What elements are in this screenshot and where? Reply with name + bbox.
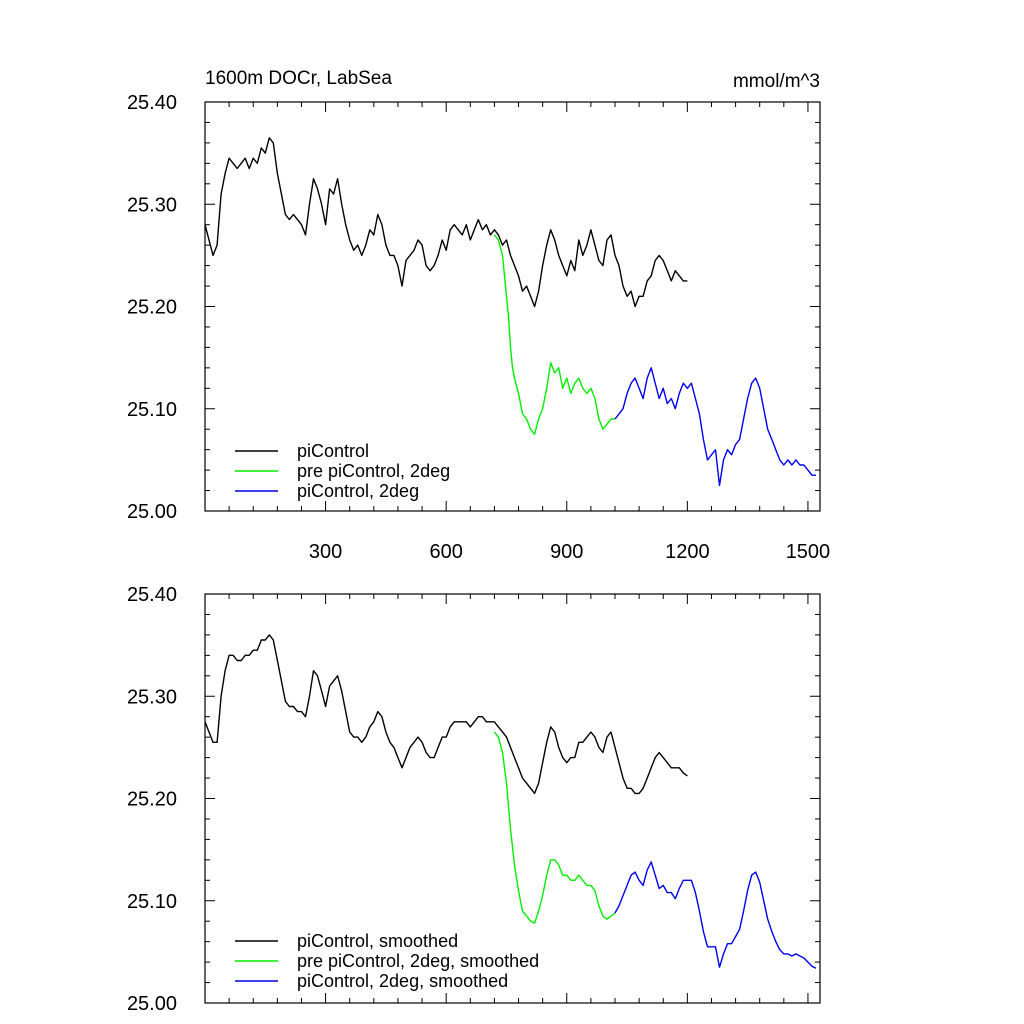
y-tick-label: 25.10 <box>127 891 177 913</box>
legend-label-picontrol-smoothed: piControl, smoothed <box>297 931 458 951</box>
plot-series-group <box>204 137 816 487</box>
x-tick-label: 1500 <box>786 541 831 563</box>
y-tick-label: 25.30 <box>127 194 177 216</box>
x-tick-label: 900 <box>550 541 583 563</box>
y-tick-label: 25.20 <box>127 789 177 811</box>
units-label: mmol/m^3 <box>733 71 820 92</box>
legend-label-picontrol-2deg-smoothed: piControl, 2deg, smoothed <box>297 971 508 991</box>
series-line-picontrol-2deg <box>614 367 816 487</box>
legend-label-pre-picontrol-2deg: pre piControl, 2deg <box>297 461 450 481</box>
axis-ticks <box>205 101 820 512</box>
x-axis-tick-labels: 300 600 900 1200 1500 <box>309 541 830 563</box>
chart-panel-bottom: 25.00 25.10 25.20 25.30 25.40 piControl, smo… <box>127 584 821 1015</box>
x-tick-label: 1200 <box>665 541 710 563</box>
y-tick-label: 25.00 <box>127 501 177 523</box>
chart-title: 1600m DOCr, LabSea <box>205 68 392 89</box>
y-tick-label: 25.40 <box>127 584 177 606</box>
y-axis-tick-labels: 25.00 25.10 25.20 25.30 25.40 <box>127 584 177 1015</box>
series-line-picontrol-2deg-smoothed <box>614 861 817 969</box>
legend-label-picontrol-2deg: piControl, 2deg <box>297 481 419 501</box>
y-tick-label: 25.30 <box>127 686 177 708</box>
y-tick-label: 25.00 <box>127 993 177 1015</box>
legend: piControl pre piControl, 2deg piControl,… <box>235 441 450 501</box>
x-tick-label: 300 <box>309 541 342 563</box>
legend-label-pre-picontrol-2deg-smoothed: pre piControl, 2deg, smoothed <box>297 951 539 971</box>
legend: piControl, smoothed pre piControl, 2deg,… <box>235 931 539 991</box>
series-line-pre-picontrol-2deg <box>493 234 615 435</box>
series-line-picontrol-smoothed <box>204 634 688 795</box>
y-tick-label: 25.40 <box>127 92 177 114</box>
series-line-picontrol <box>204 137 688 308</box>
y-axis-tick-labels: 25.00 25.10 25.20 25.30 25.40 <box>127 92 177 523</box>
y-tick-label: 25.10 <box>127 399 177 421</box>
plot-frame <box>204 101 821 512</box>
legend-label-picontrol: piControl <box>297 441 369 461</box>
y-tick-label: 25.20 <box>127 297 177 319</box>
x-tick-label: 600 <box>429 541 462 563</box>
chart-panel-top: 1600m DOCr, LabSea mmol/m^3 25.0025.1025… <box>127 68 830 563</box>
plot-series-group <box>204 634 817 969</box>
plot-frame <box>204 593 821 1004</box>
series-line-pre-picontrol-2deg-smoothed <box>493 731 616 924</box>
